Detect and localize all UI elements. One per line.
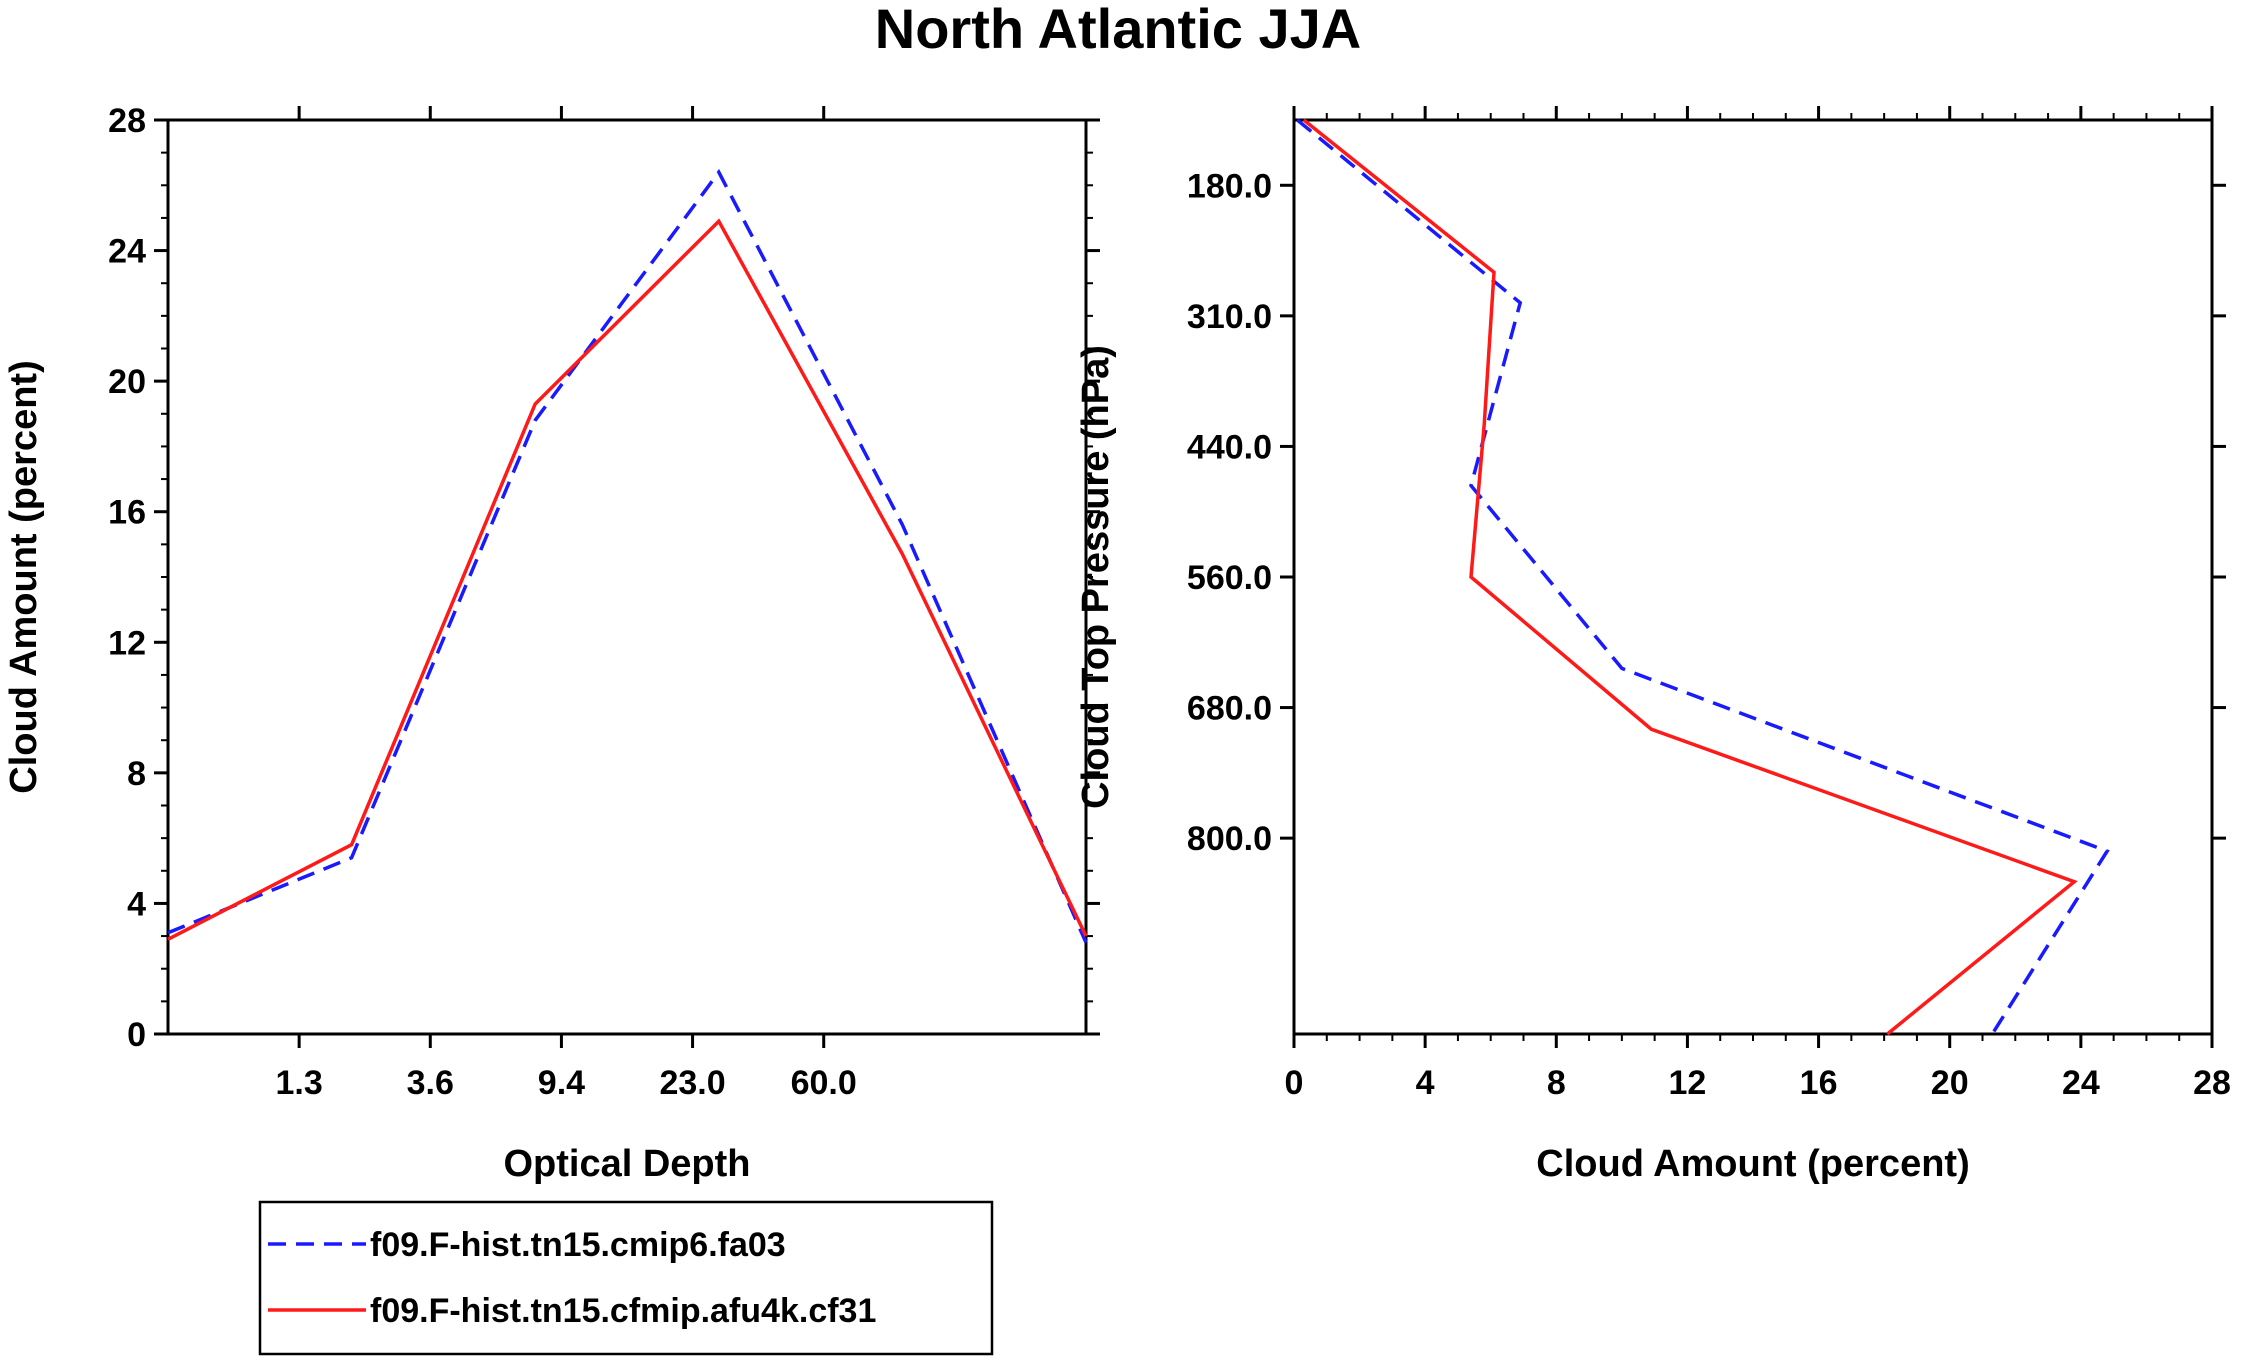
right-x-tick-label: 16 — [1800, 1064, 1838, 1102]
left-x-tick-label: 23.0 — [659, 1064, 725, 1102]
right-x-tick-label: 20 — [1931, 1064, 1969, 1102]
right-y-tick-label: 440.0 — [1187, 428, 1272, 466]
left-panel: 0 4 8 12 16 20 24 28 1.3 3.6 9.4 23.0 60.0 Optical D… — [3, 102, 1100, 1185]
right-y-axis-label: Cloud Top Pressure (hPa) — [1075, 345, 1117, 809]
right-y-tick-label: 560.0 — [1187, 559, 1272, 597]
right-panel: 0 4 8 12 16 20 24 28 180.0 310.0 440.0 560.0 680.0 80… — [1075, 106, 2231, 1185]
left-x-tick-label: 1.3 — [276, 1064, 323, 1102]
legend: f09.F-hist.tn15.cmip6.fa03 f09.F-hist.tn… — [258, 1200, 994, 1356]
left-series-line-2 — [167, 218, 1088, 941]
right-x-tick-label: 0 — [1285, 1064, 1304, 1102]
right-plot-frame — [1292, 118, 2214, 1036]
left-x-axis-label: Optical Depth — [503, 1143, 750, 1185]
right-x-tick-label: 28 — [2193, 1064, 2231, 1102]
legend-label-series-2: f09.F-hist.tn15.cfmip.afu4k.cf31 — [370, 1292, 876, 1330]
legend-label-series-1: f09.F-hist.tn15.cmip6.fa03 — [370, 1226, 786, 1264]
left-x-tick-label: 60.0 — [791, 1064, 857, 1102]
left-y-tick-label: 4 — [127, 885, 146, 923]
right-x-tick-label: 8 — [1547, 1064, 1566, 1102]
right-series-line-2 — [1302, 118, 2078, 1036]
left-y-tick-label: 20 — [108, 363, 146, 401]
left-x-tick-label: 3.6 — [407, 1064, 454, 1102]
right-y-tick-label: 800.0 — [1187, 820, 1272, 858]
chart-title: North Atlantic JJA — [875, 0, 1361, 60]
left-ticks: 0 4 8 12 16 20 24 28 1.3 3.6 9.4 23.0 60.0 — [108, 102, 1100, 1102]
left-series — [167, 168, 1088, 944]
left-x-tick-label: 9.4 — [538, 1064, 585, 1102]
right-x-tick-label: 4 — [1416, 1064, 1435, 1102]
left-y-axis-label: Cloud Amount (percent) — [3, 360, 45, 793]
left-y-tick-label: 8 — [127, 755, 146, 793]
left-series-line-1 — [167, 168, 1088, 944]
right-x-tick-label: 24 — [2062, 1064, 2100, 1102]
right-series — [1296, 118, 2110, 1036]
right-x-axis-label: Cloud Amount (percent) — [1536, 1143, 1969, 1185]
left-y-tick-label: 12 — [108, 624, 146, 662]
right-ticks: 0 4 8 12 16 20 24 28 180.0 310.0 440.0 560.0 680.0 80… — [1187, 106, 2231, 1102]
right-series-line-1 — [1296, 118, 2110, 1035]
left-plot-frame — [166, 118, 1088, 1036]
right-x-tick-label: 12 — [1669, 1064, 1707, 1102]
left-y-tick-label: 0 — [127, 1016, 146, 1054]
left-y-tick-label: 16 — [108, 494, 146, 532]
right-y-tick-label: 180.0 — [1187, 167, 1272, 205]
left-y-tick-label: 24 — [108, 233, 146, 271]
legend-box — [258, 1200, 994, 1356]
right-y-tick-label: 680.0 — [1187, 690, 1272, 728]
right-y-tick-label: 310.0 — [1187, 298, 1272, 336]
left-y-tick-label: 28 — [108, 102, 146, 140]
